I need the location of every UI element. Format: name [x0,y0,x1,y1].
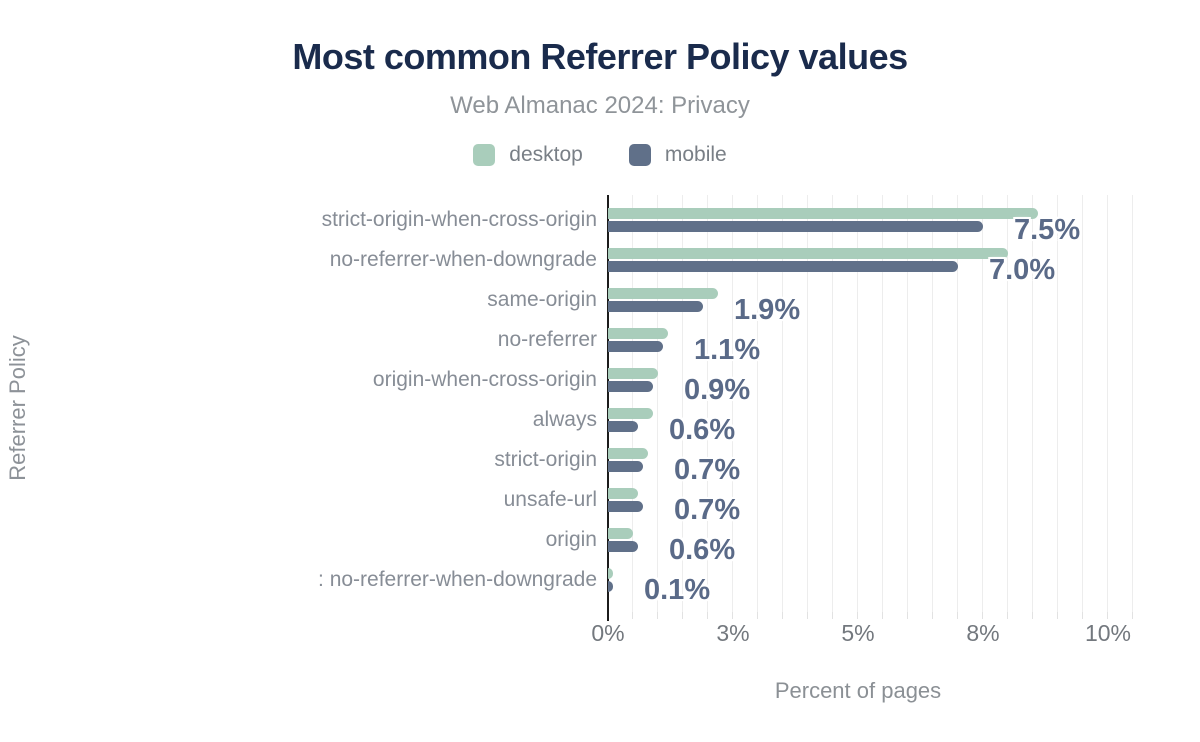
plot-area-wrapper: strict-origin-when-cross-origin 7.5% no-re… [0,195,1200,621]
value-label: 0.1% [644,574,711,606]
category-label: no-referrer-when-downgrade [329,248,597,271]
mobile-bar [608,261,958,272]
x-tick-label: 5% [841,620,875,646]
value-label: 0.7% [674,454,741,486]
legend-label-desktop: desktop [509,143,583,166]
category-label: origin [545,528,597,551]
x-axis-title: Percent of pages [774,678,942,703]
desktop-bar [608,448,648,459]
value-label: 7.5% [1014,214,1081,246]
value-label: 0.6% [669,534,736,566]
chart-subtitle: Web Almanac 2024: Privacy [450,92,750,119]
value-label: 0.9% [684,374,751,406]
category-label: same-origin [487,288,597,311]
legend-label-mobile: mobile [664,143,727,166]
value-label: 7.0% [989,254,1056,286]
legend-item-mobile: mobile [628,143,727,167]
x-tick-label: 8% [966,620,1000,646]
mobile-bar [608,461,643,472]
desktop-bar [608,248,1008,259]
mobile-bar [608,381,653,392]
value-label: 0.7% [674,494,741,526]
x-tick-label: 3% [716,620,750,646]
desktop-bar [608,408,653,419]
desktop-bar [608,328,668,339]
mobile-bar [608,341,663,352]
mobile-swatch-icon [628,144,651,166]
x-tick-label: 0% [591,620,625,646]
desktop-bar [608,528,633,539]
desktop-bar [608,368,658,379]
category-label: strict-origin-when-cross-origin [321,208,597,231]
chart-title: Most common Referrer Policy values [292,36,908,77]
desktop-bar [608,488,638,499]
category-label: unsafe-url [503,488,597,511]
legend-item-desktop: desktop [473,143,583,167]
value-label: 1.1% [694,334,761,366]
desktop-bar [608,208,1038,219]
mobile-bar [608,421,638,432]
desktop-bar [608,288,718,299]
category-label: no-referrer [497,328,597,351]
category-label: : no-referrer-when-downgrade [318,568,597,591]
mobile-bar [608,541,638,552]
value-label: 0.6% [669,414,736,446]
mobile-bar [608,301,703,312]
mobile-bar [608,221,983,232]
category-label: strict-origin [494,448,597,471]
category-label: always [532,408,597,431]
axis-minor-ticks [608,612,1135,619]
value-label: 1.9% [734,294,801,326]
legend: desktop mobile [0,143,1200,167]
mobile-bar [608,581,613,592]
x-tick-label: 10% [1084,620,1132,646]
mobile-bar [608,501,643,512]
category-label: origin-when-cross-origin [372,368,597,391]
desktop-bar [608,568,613,579]
desktop-swatch-icon [473,144,496,166]
